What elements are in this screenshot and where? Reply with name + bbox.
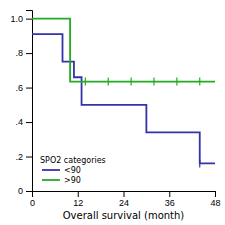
y-axis: 0 .2 .4 .6 .8 1.0 bbox=[10, 11, 32, 197]
tick: .4 bbox=[15, 117, 32, 127]
marks bbox=[32, 19, 215, 168]
chart: 0 12 24 36 48 0 .2 .4 .6 .8 1.0 SPO2 categories<90>… bbox=[0, 0, 225, 225]
tick-label: 36 bbox=[165, 198, 175, 208]
axis-line bbox=[26, 11, 33, 192]
censor-mark bbox=[85, 78, 86, 86]
tick: 1.0 bbox=[10, 14, 32, 24]
censor-mark bbox=[108, 78, 109, 86]
tick-mark bbox=[78, 191, 79, 197]
tick-label: .2 bbox=[15, 152, 23, 162]
tick-mark bbox=[26, 157, 32, 158]
tick-mark bbox=[169, 191, 170, 197]
tick: 12 bbox=[73, 191, 83, 208]
legend-title: SPO2 categories bbox=[40, 156, 106, 165]
plot: 0 12 24 36 48 0 .2 .4 .6 .8 1.0 SPO2 categories<90>… bbox=[10, 11, 220, 209]
tick-mark bbox=[26, 122, 32, 123]
x-axis-label: Overall survival (month) bbox=[63, 210, 185, 221]
tick-mark bbox=[26, 88, 32, 89]
censor-mark bbox=[153, 78, 154, 86]
tick-mark bbox=[215, 191, 216, 197]
tick-mark bbox=[26, 191, 32, 192]
tick-mark bbox=[124, 191, 125, 197]
x-axis: 0 12 24 36 48 bbox=[30, 191, 221, 208]
tick-label: .8 bbox=[15, 48, 23, 58]
tick: 24 bbox=[119, 191, 129, 208]
tick-label: .4 bbox=[15, 117, 23, 127]
legend-swatch bbox=[42, 169, 60, 171]
survival-line bbox=[32, 19, 215, 82]
tick: 0 bbox=[18, 186, 32, 196]
censor-mark bbox=[176, 78, 177, 86]
censor-mark bbox=[199, 159, 200, 167]
tick-label: 1.0 bbox=[10, 14, 23, 24]
legend: SPO2 categories<90>90 bbox=[40, 156, 106, 185]
tick-label: 12 bbox=[73, 198, 83, 208]
tick: 36 bbox=[165, 191, 175, 208]
axis-line bbox=[33, 192, 216, 198]
tick-label: 48 bbox=[210, 198, 220, 208]
tick-label: .6 bbox=[15, 83, 23, 93]
censor-mark bbox=[131, 78, 132, 86]
legend-swatch bbox=[42, 179, 60, 181]
tick: .6 bbox=[15, 83, 32, 93]
tick-mark bbox=[26, 53, 32, 54]
tick: .2 bbox=[15, 152, 32, 162]
legend-entry: >90 bbox=[64, 176, 81, 185]
survival-line bbox=[32, 34, 215, 163]
tick: 0 bbox=[30, 191, 35, 208]
censor-mark bbox=[199, 78, 200, 86]
tick-label: 24 bbox=[119, 198, 129, 208]
tick-label: 0 bbox=[30, 198, 35, 208]
tick: .8 bbox=[15, 48, 32, 58]
tick-label: 0 bbox=[18, 186, 23, 196]
tick: 48 bbox=[210, 191, 220, 208]
legend-entry: <90 bbox=[64, 166, 81, 175]
tick-mark bbox=[26, 19, 32, 20]
